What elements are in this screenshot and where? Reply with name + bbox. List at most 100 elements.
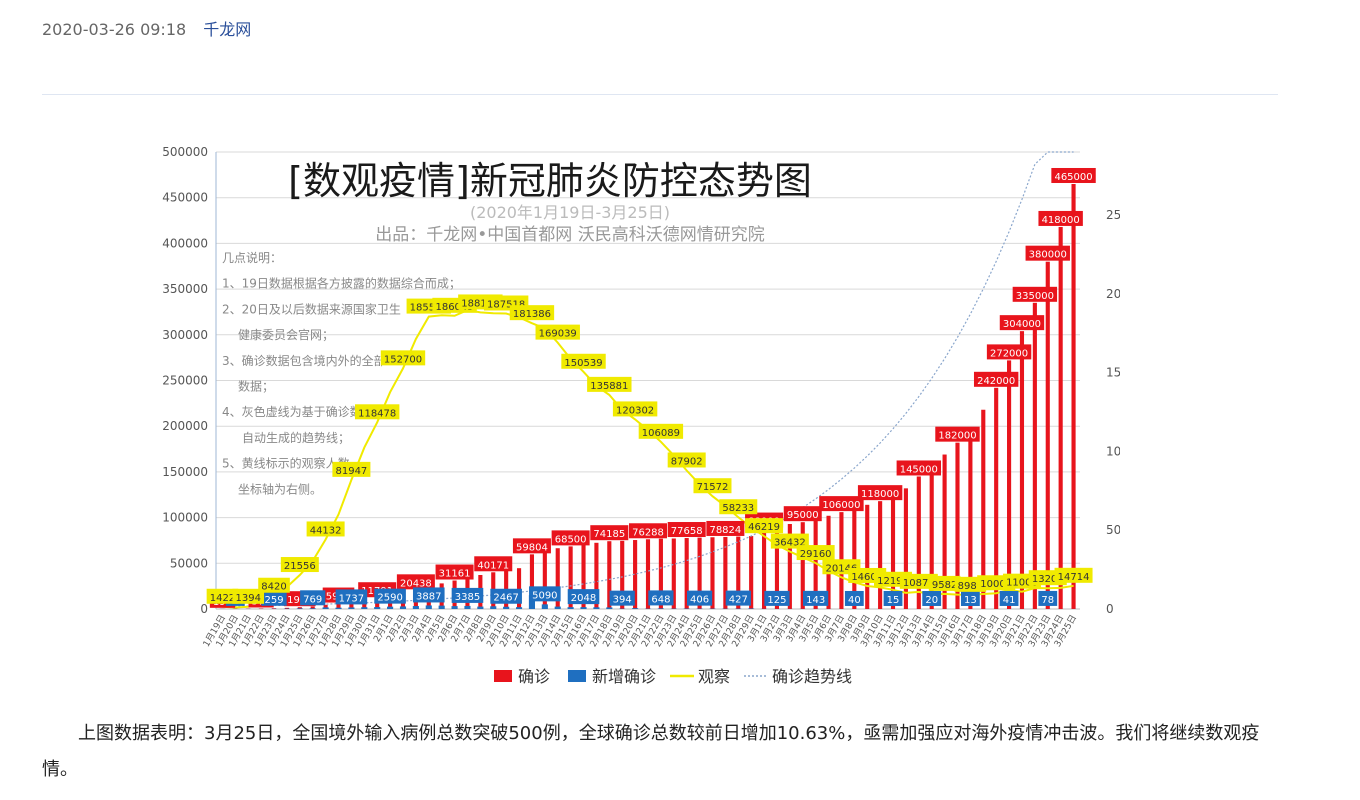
new-confirmed-data-label: 143 <box>806 595 825 606</box>
observation-data-label-bg <box>745 518 784 534</box>
confirmed-data-label-bg <box>857 485 903 501</box>
observation-data-label: 13200 <box>1032 574 1064 585</box>
confirmed-data-label: 40171 <box>477 560 509 571</box>
confirmed-bar <box>516 568 522 609</box>
legend-label: 新增确诊 <box>592 667 656 686</box>
new-confirmed-bar <box>464 605 471 609</box>
legend-label: 观察 <box>698 667 730 686</box>
confirmed-data-label-bg <box>629 523 667 539</box>
observation-data-label: 188183 <box>461 298 499 309</box>
chart-note: 1、19日数据根据各方披露的数据综合而成； <box>222 276 461 291</box>
confirmed-bar <box>297 607 302 609</box>
legend-key <box>494 670 512 682</box>
confirmed-data-label-bg <box>935 426 980 442</box>
confirmed-data-label: 59804 <box>516 542 548 553</box>
observation-data-label: 21556 <box>284 561 316 572</box>
confirmed-bar <box>916 476 921 609</box>
observation-data-label: 185555 <box>410 303 448 314</box>
observation-data-label-bg <box>770 533 809 549</box>
chart-credit: 出品：千龙网•中国首都网 沃民高科沃德网情研究院 <box>375 225 764 245</box>
confirmed-data-label: 74185 <box>593 529 625 540</box>
observation-data-label: 8420 <box>261 582 286 593</box>
observation-data-label: 181386 <box>513 309 551 320</box>
observation-data-label: 14714 <box>1058 572 1090 583</box>
confirmed-data-label: 20438 <box>400 578 432 589</box>
confirmed-data-label-bg <box>396 574 435 590</box>
new-confirmed-data-label-bg <box>999 590 1019 606</box>
confirmed-data-label: 335000 <box>1016 291 1054 302</box>
new-confirmed-data-label: 13 <box>964 595 977 606</box>
new-confirmed-data-label-bg <box>725 590 751 606</box>
new-confirmed-data-label-bg <box>261 590 287 606</box>
left-axis-tick-label: 300000 <box>162 328 208 342</box>
left-axis-tick-label: 200000 <box>162 419 208 433</box>
new-confirmed-data-label: 1737 <box>339 593 364 604</box>
confirmed-bar <box>684 538 689 609</box>
new-confirmed-bar <box>425 605 432 609</box>
confirmed-data-label-bg <box>1051 167 1096 183</box>
chart-subtitle: (2020年1月19日-3月25日) <box>470 203 670 222</box>
confirmed-bar <box>349 601 354 609</box>
new-confirmed-data-label-bg <box>922 590 942 606</box>
new-confirmed-bar <box>490 606 497 609</box>
left-axis-tick-label: 250000 <box>162 374 208 388</box>
confirmed-bar <box>645 539 651 609</box>
right-axis-tick-label: 0 <box>1106 602 1114 616</box>
confirmed-bar <box>710 537 715 609</box>
new-confirmed-data-label-bg <box>844 590 864 606</box>
new-confirmed-bar <box>309 608 316 609</box>
new-confirmed-bar <box>503 606 510 609</box>
new-confirmed-bar <box>387 606 394 609</box>
new-confirmed-data-label: 3887 <box>416 591 441 602</box>
confirmed-bar <box>542 550 547 609</box>
confirmed-bar <box>852 508 857 609</box>
new-confirmed-data-label-bg <box>609 590 635 606</box>
legend-key <box>568 670 586 682</box>
observation-data-label: 1394 <box>236 593 261 604</box>
right-axis-tick-label: 250000 <box>1106 208 1120 222</box>
new-confirmed-data-label-bg <box>374 588 406 604</box>
article-paragraph: 上图数据表明：3月25日，全国境外输入病例总数突破500例，全球确诊总数较前日增… <box>42 723 1260 780</box>
confirmed-bar <box>890 494 896 609</box>
confirmed-bar <box>878 501 883 609</box>
new-confirmed-data-label-bg <box>300 590 326 606</box>
legend-label: 确诊 <box>518 667 550 686</box>
confirmed-data-label: 242000 <box>977 376 1015 387</box>
confirmed-data-label-bg <box>819 496 864 512</box>
confirmed-data-label-bg <box>1038 210 1083 226</box>
left-axis-tick-label: 0 <box>200 602 208 616</box>
confirmed-data-label: 31161 <box>439 569 471 580</box>
new-confirmed-bar <box>748 608 755 609</box>
left-axis-tick-label: 150000 <box>162 465 208 479</box>
observation-data-label-bg <box>332 461 371 477</box>
observation-data-label-bg <box>612 401 658 417</box>
source-link[interactable]: 千龙网 <box>203 20 252 39</box>
observation-data-label-bg <box>354 404 400 420</box>
confirmed-bar <box>607 541 612 609</box>
observation-data-label-bg <box>280 557 319 573</box>
confirmed-data-label-bg <box>1012 286 1058 302</box>
confirmed-bar <box>271 608 277 609</box>
observation-data-label: 44132 <box>310 525 342 536</box>
observation-data-label: 10879 <box>903 578 935 589</box>
confirmed-bar <box>955 442 960 609</box>
observation-data-label: 14607 <box>851 572 883 583</box>
new-confirmed-data-label-bg <box>412 587 445 603</box>
confirmed-bar <box>749 536 754 609</box>
observation-data-label: 9582 <box>932 580 957 591</box>
new-confirmed-data-label: 2467 <box>493 593 518 604</box>
confirmed-bar <box>310 606 315 609</box>
new-confirmed-data-label-bg <box>1038 590 1058 606</box>
confirmed-data-label: 304000 <box>1003 319 1041 330</box>
observation-data-label: 71572 <box>697 482 729 493</box>
new-confirmed-data-label: 78 <box>1041 595 1054 606</box>
new-confirmed-bar <box>412 606 419 609</box>
confirmed-data-label: 68500 <box>555 534 587 545</box>
observation-data-label: 20146 <box>826 563 858 574</box>
observation-data-label: 135881 <box>590 381 628 392</box>
new-confirmed-bar <box>606 607 613 609</box>
confirmed-bar <box>865 504 870 609</box>
confirmed-bar <box>736 536 741 609</box>
left-axis-tick-label: 100000 <box>162 511 208 525</box>
confirmed-data-label-bg <box>590 525 629 541</box>
